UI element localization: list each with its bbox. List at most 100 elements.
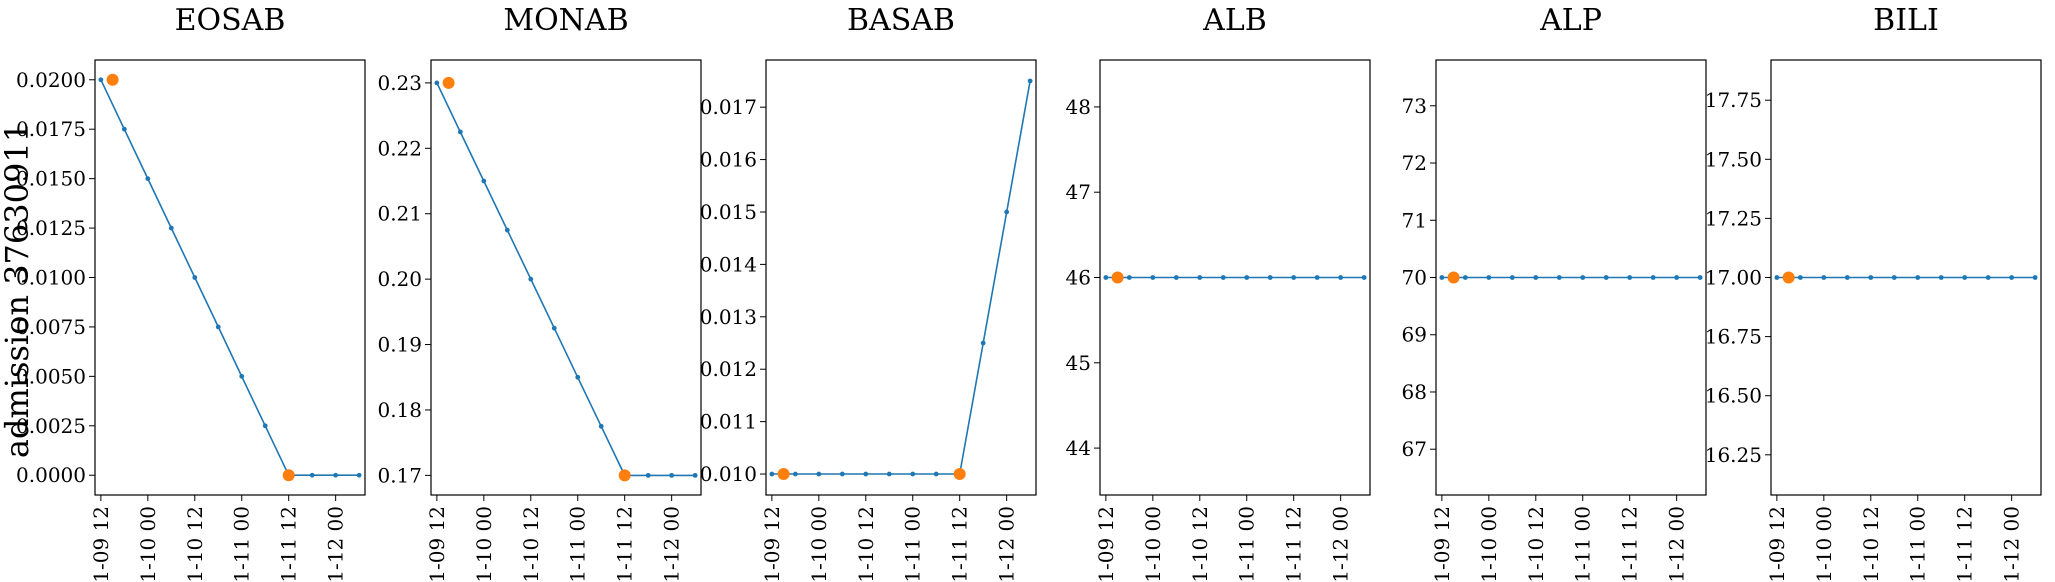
series-point	[1580, 275, 1586, 280]
series-point	[1150, 275, 1156, 280]
y-tick-label: 0.23	[377, 71, 422, 95]
y-tick-label: 72	[1402, 151, 1427, 175]
y-tick-label: 45	[1066, 351, 1091, 375]
series-point	[1938, 275, 1944, 280]
series-point	[1627, 275, 1633, 280]
series-point	[1338, 275, 1344, 280]
series-point	[1462, 275, 1468, 280]
series-point	[2009, 275, 2015, 280]
series-point	[1650, 275, 1656, 280]
highlight-point	[1447, 271, 1460, 284]
series-point	[886, 471, 892, 477]
series-point	[1509, 275, 1515, 280]
x-tick-label: 01-09 12	[760, 506, 784, 582]
series-point	[910, 471, 916, 477]
x-tick-label: 01-10 00	[472, 506, 496, 582]
x-tick-label: 01-11 00	[1571, 506, 1595, 582]
x-tick-label: 01-10 12	[1859, 506, 1883, 582]
y-tick-label: 16.25	[1705, 443, 1762, 467]
y-tick-label: 16.50	[1705, 384, 1762, 408]
series-point	[645, 472, 651, 478]
series-point	[1439, 275, 1445, 280]
highlight-point	[953, 468, 966, 481]
series-line	[436, 82, 696, 477]
y-tick-label: 0.010	[700, 462, 757, 486]
y-tick-label: 0.014	[700, 252, 757, 276]
series-point	[1220, 275, 1226, 280]
series-point	[356, 472, 362, 478]
x-tick-label: 01-11 00	[566, 506, 590, 582]
y-tick-label: 0.012	[700, 357, 757, 381]
panel-monab: MONAB 0.17 0.18 0.19 0.20 0.21 0.22 0.23 01-09 1…	[377, 3, 702, 582]
y-tick-label: 17.00	[1705, 266, 1762, 290]
y-tick-label: 0.20	[377, 267, 422, 291]
y-tick-label: 0.17	[377, 463, 422, 487]
highlight-point	[282, 469, 295, 482]
series-point	[98, 77, 104, 83]
panel-alp: ALP 67 68 69 70 71 72 73 01-09 12 01-10 00 01-10 1…	[1402, 3, 1707, 582]
series-point	[1962, 275, 1968, 280]
panel-title: ALB	[1202, 3, 1267, 38]
y-tick-label: 0.013	[700, 305, 757, 329]
panel-bili: BILI 16.25 16.50 16.75 17.00 17.25 17.50 17.75 0…	[1705, 3, 2042, 582]
x-tick-label: 01-11 12	[948, 506, 972, 582]
y-tick-label: 0.0175	[16, 117, 86, 141]
axes-frame	[765, 59, 1037, 496]
x-tick-label: 01-11 00	[1235, 506, 1259, 582]
series-point	[769, 471, 775, 477]
panel-title: EOSAB	[175, 3, 286, 38]
panel-eosab: EOSAB 0.0000 0.0025 0.0050 0.0075 0.0100 0.012…	[16, 3, 366, 582]
highlight-point	[1111, 271, 1124, 284]
series-point	[1314, 275, 1320, 280]
series-point	[239, 373, 245, 379]
series-point	[1697, 275, 1703, 280]
figure-y-axis-label: admission 37630911	[0, 122, 36, 458]
y-tick-label: 16.75	[1705, 325, 1762, 349]
panel-title: BILI	[1873, 3, 1939, 38]
series-point	[145, 176, 151, 182]
y-tick-label: 46	[1066, 266, 1091, 290]
series-point	[1291, 275, 1297, 280]
y-tick-label: 67	[1402, 437, 1427, 461]
series-point	[692, 472, 698, 478]
x-tick-label: 01-09 12	[1430, 506, 1454, 582]
series-line	[100, 79, 360, 477]
highlight-point	[442, 76, 455, 89]
y-tick-label: 0.21	[377, 202, 422, 226]
x-tick-label: 01-10 12	[183, 506, 207, 582]
series-point	[333, 472, 339, 478]
y-tick-label: 0.22	[377, 136, 422, 160]
series-point	[1891, 275, 1897, 280]
x-tick-label: 01-12 00	[995, 506, 1019, 582]
series-point	[863, 471, 869, 477]
axes-frame	[430, 59, 702, 496]
series-point	[481, 178, 487, 184]
series-point	[1533, 275, 1539, 280]
series-point	[1361, 275, 1367, 280]
series-point	[792, 471, 798, 477]
series-point	[2032, 275, 2038, 280]
y-tick-label: 0.017	[700, 95, 757, 119]
series-point	[192, 275, 198, 280]
x-tick-label: 01-09 12	[1765, 506, 1789, 582]
y-tick-label: 71	[1402, 208, 1427, 232]
series-line	[771, 80, 1031, 475]
series-point	[309, 472, 315, 478]
y-tick-label: 48	[1066, 95, 1091, 119]
x-tick-label: 01-10 00	[1141, 506, 1165, 582]
series-point	[1868, 275, 1874, 280]
series-point	[1556, 275, 1562, 280]
highlight-point	[106, 73, 119, 86]
x-tick-label: 01-12 00	[1665, 506, 1689, 582]
series-point	[1486, 275, 1492, 280]
series-point	[528, 276, 534, 282]
panel-alb: ALB 44 45 46 47 48 01-09 12 01-10 00 01-10 12 01-…	[1066, 3, 1371, 582]
y-tick-label: 69	[1402, 323, 1427, 347]
x-tick-label: 01-10 00	[807, 506, 831, 582]
y-tick-label: 0.016	[700, 148, 757, 172]
y-tick-label: 0.0000	[16, 463, 86, 487]
x-tick-label: 01-12 00	[660, 506, 684, 582]
x-tick-label: 01-10 00	[1812, 506, 1836, 582]
series-point	[575, 374, 581, 380]
